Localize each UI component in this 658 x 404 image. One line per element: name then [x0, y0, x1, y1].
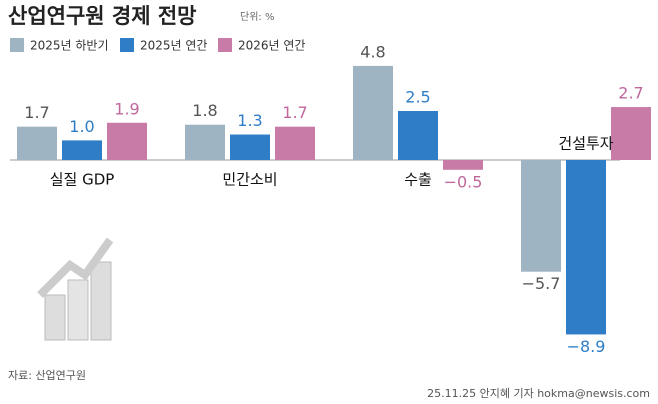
legend-label: 2025년 하반기	[30, 39, 109, 53]
legend-swatch	[10, 38, 24, 52]
legend-swatch	[218, 38, 232, 52]
legend-swatch	[120, 38, 134, 52]
value-label: 1.7	[282, 103, 307, 122]
bar	[611, 107, 651, 160]
bar	[275, 126, 315, 160]
category-label: 건설투자	[558, 135, 613, 153]
bar	[185, 124, 225, 160]
value-label: 1.8	[192, 101, 217, 120]
value-label: 1.7	[24, 103, 49, 122]
legend-label: 2025년 연간	[140, 39, 207, 53]
bar	[398, 111, 438, 160]
credit: 25.11.25 안지혜 기자 hokma@newsis.com	[427, 387, 650, 400]
value-label: 1.3	[237, 111, 262, 130]
category-label: 민간소비	[222, 171, 277, 189]
unit-label: 단위: %	[240, 10, 274, 23]
bar	[230, 134, 270, 160]
value-label: 2.5	[405, 88, 430, 107]
bar	[107, 122, 147, 160]
value-label: 4.8	[360, 42, 385, 61]
bar	[62, 140, 102, 160]
category-label: 실질 GDP	[50, 171, 115, 189]
decor-icon	[37, 237, 114, 341]
bar	[521, 160, 561, 272]
legend-label: 2026년 연간	[238, 39, 305, 53]
bar	[443, 160, 483, 170]
value-label: 1.9	[114, 99, 139, 118]
value-label: −8.9	[567, 337, 606, 356]
value-label: 2.7	[618, 84, 643, 103]
value-label: −0.5	[444, 172, 483, 191]
chart-title: 산업연구원 경제 전망	[8, 4, 197, 28]
value-label: 1.0	[69, 117, 94, 136]
category-label: 수출	[404, 171, 432, 189]
bar	[566, 160, 606, 335]
bar	[17, 126, 57, 160]
bar	[353, 65, 393, 160]
source: 자료: 산업연구원	[8, 369, 86, 382]
value-label: −5.7	[522, 274, 561, 293]
